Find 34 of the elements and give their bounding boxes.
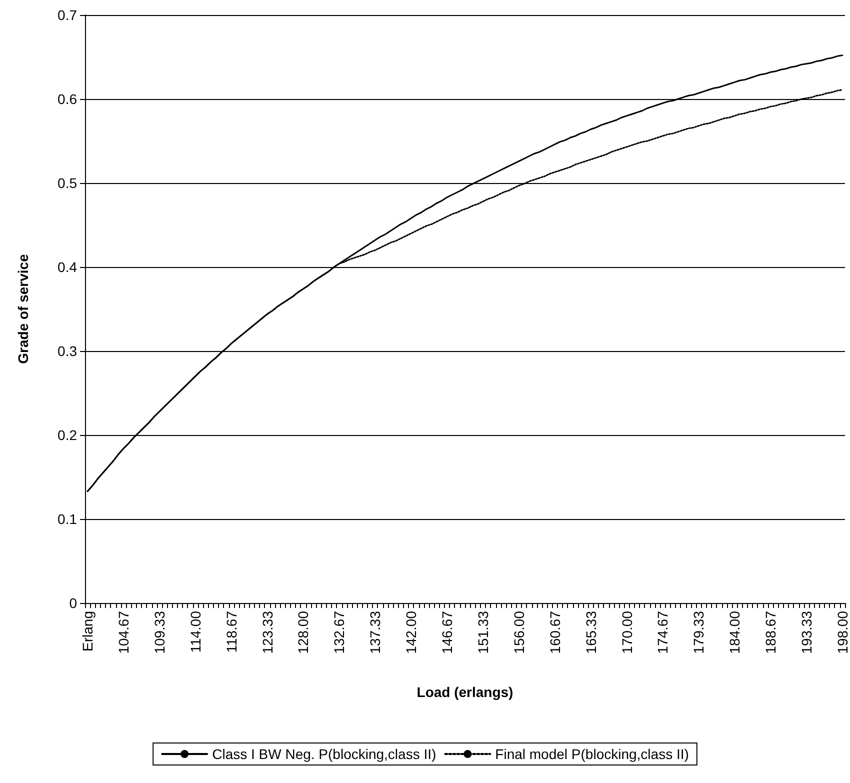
x-tick-label: 156.00 — [510, 610, 527, 654]
x-tick-label: 114.00 — [187, 610, 204, 653]
y-tick-label: 0.5 — [58, 175, 78, 191]
x-tick-label: 160.67 — [546, 610, 563, 654]
x-tick-label: 174.67 — [654, 610, 671, 654]
x-tick-label: 170.00 — [618, 610, 635, 654]
x-tick-label: 109.33 — [151, 610, 168, 654]
x-tick-label: 104.67 — [116, 610, 132, 654]
x-tick-label: 137.33 — [367, 610, 384, 654]
x-axis-title: Load (erlangs) — [416, 684, 514, 700]
x-tick-label: 198.00 — [834, 610, 850, 654]
y-tick-label: 0.1 — [58, 511, 78, 527]
legend-label: Class I BW Neg. P(blocking,class II) — [212, 746, 436, 762]
y-tick-label: 0.7 — [58, 7, 78, 23]
x-tick-label: 179.33 — [690, 610, 707, 654]
x-tick-label: 184.00 — [726, 610, 743, 654]
x-tick-label: 132.67 — [331, 610, 348, 654]
x-tick-label: 193.33 — [798, 610, 814, 654]
x-tick-label: 188.67 — [762, 610, 779, 654]
y-axis-title: Grade of service — [15, 254, 31, 364]
y-tick-label: 0.3 — [58, 343, 78, 359]
y-tick-label: 0.4 — [58, 259, 78, 275]
x-tick-label: 123.33 — [259, 610, 276, 654]
legend-label: Final model P(blocking,class II) — [495, 746, 689, 762]
y-tick-label: 0.2 — [58, 427, 78, 443]
x-tick-label: 118.67 — [223, 610, 240, 653]
x-tick-label: 128.00 — [295, 610, 312, 654]
x-tick-label: 142.00 — [403, 610, 420, 654]
y-tick-label: 0 — [69, 595, 78, 611]
x-tick-label: 165.33 — [582, 610, 599, 654]
x-tick-label: 151.33 — [474, 610, 491, 654]
x-tick-label: 146.67 — [439, 610, 456, 654]
x-tick-label: Erlang — [80, 611, 96, 652]
y-tick-label: 0.6 — [58, 91, 78, 107]
